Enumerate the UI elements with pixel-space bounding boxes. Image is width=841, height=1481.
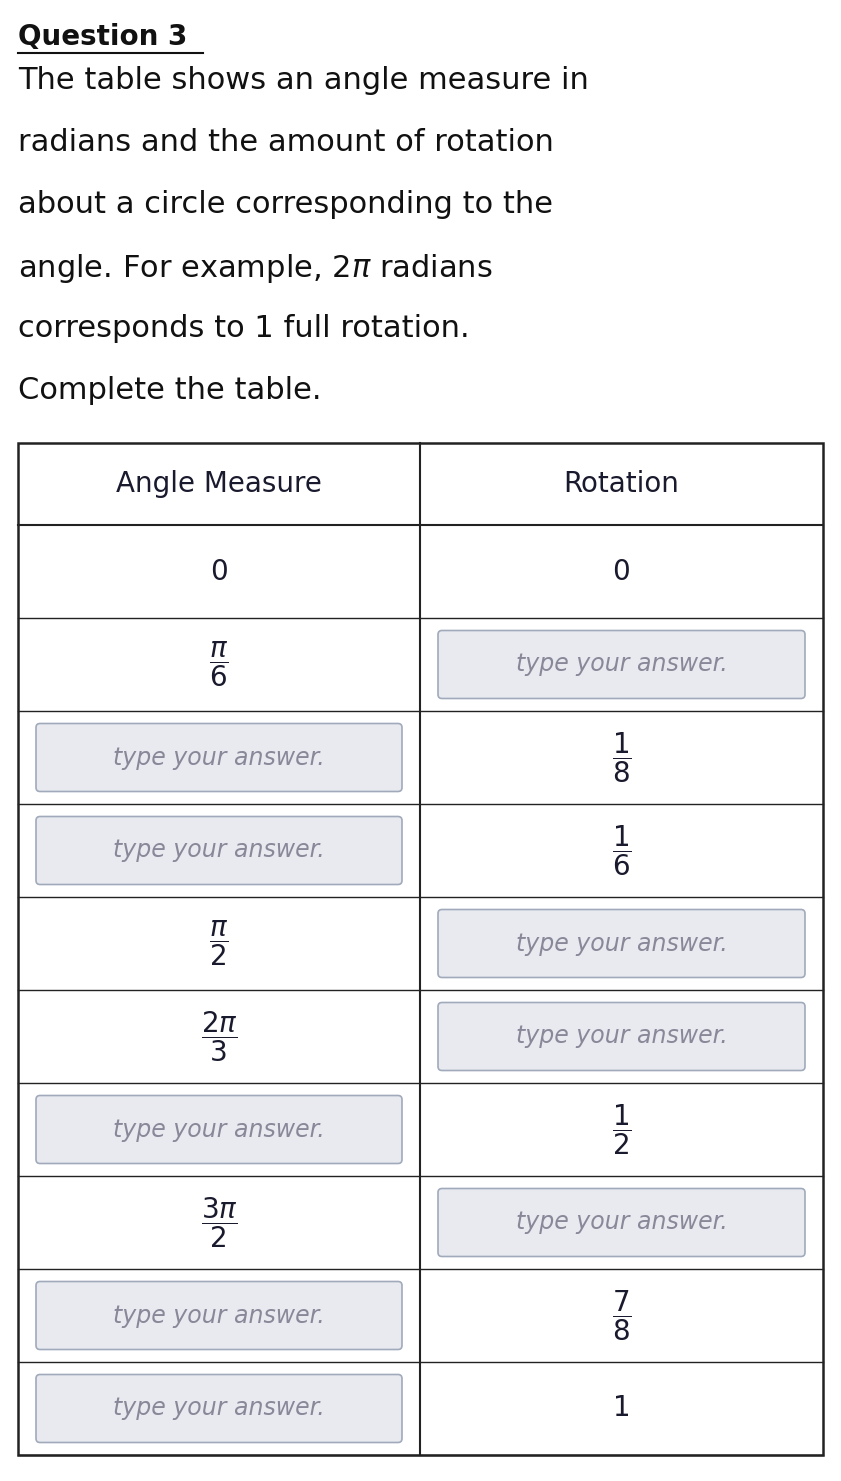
Text: corresponds to 1 full rotation.: corresponds to 1 full rotation.: [18, 314, 469, 344]
Text: type your answer.: type your answer.: [516, 653, 727, 677]
Text: about a circle corresponding to the: about a circle corresponding to the: [18, 190, 553, 219]
Bar: [18, 443, 823, 1454]
Text: 0: 0: [210, 557, 228, 585]
FancyBboxPatch shape: [438, 909, 805, 977]
Text: $\dfrac{3\pi}{2}$: $\dfrac{3\pi}{2}$: [201, 1195, 237, 1250]
Text: $\dfrac{1}{2}$: $\dfrac{1}{2}$: [611, 1102, 632, 1157]
Text: Rotation: Rotation: [563, 469, 680, 498]
FancyBboxPatch shape: [36, 724, 402, 791]
FancyBboxPatch shape: [438, 631, 805, 699]
Text: $\dfrac{\pi}{2}$: $\dfrac{\pi}{2}$: [209, 918, 229, 969]
Text: type your answer.: type your answer.: [114, 1397, 325, 1420]
Text: $\dfrac{2\pi}{3}$: $\dfrac{2\pi}{3}$: [201, 1009, 237, 1063]
FancyBboxPatch shape: [36, 1281, 402, 1349]
FancyBboxPatch shape: [438, 1188, 805, 1256]
Text: Complete the table.: Complete the table.: [18, 376, 321, 404]
Text: type your answer.: type your answer.: [516, 1210, 727, 1235]
Text: type your answer.: type your answer.: [516, 932, 727, 955]
Text: type your answer.: type your answer.: [516, 1025, 727, 1049]
Text: Question 3: Question 3: [18, 24, 188, 50]
FancyBboxPatch shape: [36, 1374, 402, 1442]
FancyBboxPatch shape: [438, 1003, 805, 1071]
Text: Angle Measure: Angle Measure: [116, 469, 322, 498]
Text: type your answer.: type your answer.: [114, 838, 325, 862]
Text: 1: 1: [613, 1395, 630, 1422]
Text: $\dfrac{1}{8}$: $\dfrac{1}{8}$: [611, 730, 632, 785]
Text: The table shows an angle measure in: The table shows an angle measure in: [18, 67, 589, 95]
FancyBboxPatch shape: [36, 1096, 402, 1164]
Text: $\dfrac{1}{6}$: $\dfrac{1}{6}$: [611, 823, 632, 878]
Text: type your answer.: type your answer.: [114, 1118, 325, 1142]
Text: radians and the amount of rotation: radians and the amount of rotation: [18, 127, 554, 157]
Text: type your answer.: type your answer.: [114, 1303, 325, 1327]
Text: angle. For example, $2\pi$ radians: angle. For example, $2\pi$ radians: [18, 252, 493, 284]
Text: $\dfrac{7}{8}$: $\dfrac{7}{8}$: [611, 1288, 632, 1343]
Text: $\dfrac{\pi}{6}$: $\dfrac{\pi}{6}$: [209, 640, 229, 689]
Text: type your answer.: type your answer.: [114, 745, 325, 770]
FancyBboxPatch shape: [36, 816, 402, 884]
Text: 0: 0: [612, 557, 631, 585]
